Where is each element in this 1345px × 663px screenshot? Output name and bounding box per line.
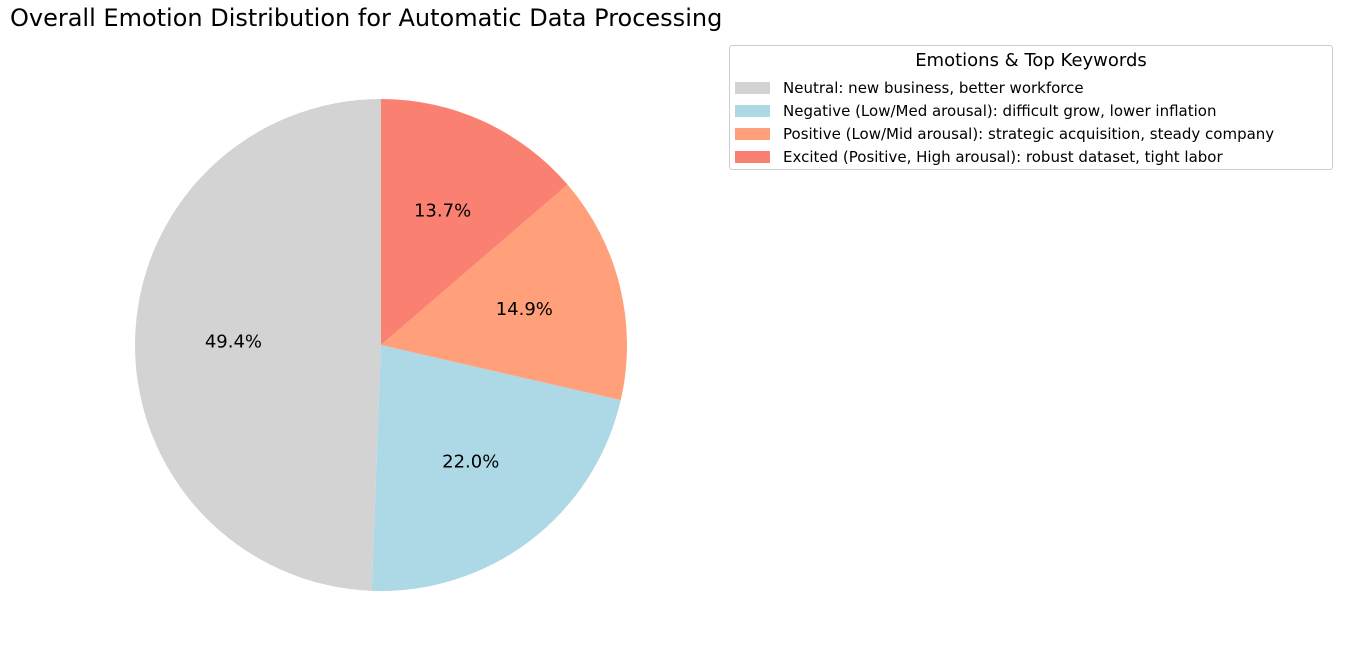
pie-label-negative: 22.0% <box>442 452 499 473</box>
legend-title: Emotions & Top Keywords <box>915 50 1147 71</box>
legend-swatch-neutral <box>735 81 770 94</box>
pie-label-excited: 13.7% <box>414 200 471 221</box>
legend-item-neutral: Neutral: new business, better workforce <box>730 76 1332 99</box>
legend: Emotions & Top Keywords Neutral: new bus… <box>729 45 1333 170</box>
legend-swatch-excited <box>735 150 770 163</box>
pie-slice-neutral <box>135 99 381 591</box>
legend-swatch-negative <box>735 104 770 117</box>
legend-item-positive: Positive (Low/Mid arousal): strategic ac… <box>730 122 1332 145</box>
legend-label-negative: Negative (Low/Med arousal): difficult gr… <box>783 101 1217 120</box>
pie-slice-positive <box>381 184 627 401</box>
pie-label-positive: 14.9% <box>496 299 553 320</box>
legend-item-excited: Excited (Positive, High arousal): robust… <box>730 145 1332 168</box>
pie-chart: 49.4% 22.0% 14.9% 13.7% <box>135 99 627 591</box>
pie-slice-negative <box>371 345 621 591</box>
pie-slice-excited <box>381 99 568 345</box>
pie-label-neutral: 49.4% <box>205 332 262 353</box>
legend-label-excited: Excited (Positive, High arousal): robust… <box>783 147 1223 166</box>
legend-item-negative: Negative (Low/Med arousal): difficult gr… <box>730 99 1332 122</box>
legend-label-neutral: Neutral: new business, better workforce <box>783 78 1084 97</box>
legend-swatch-positive <box>735 127 770 140</box>
chart-title: Overall Emotion Distribution for Automat… <box>10 4 723 32</box>
legend-label-positive: Positive (Low/Mid arousal): strategic ac… <box>783 124 1275 143</box>
